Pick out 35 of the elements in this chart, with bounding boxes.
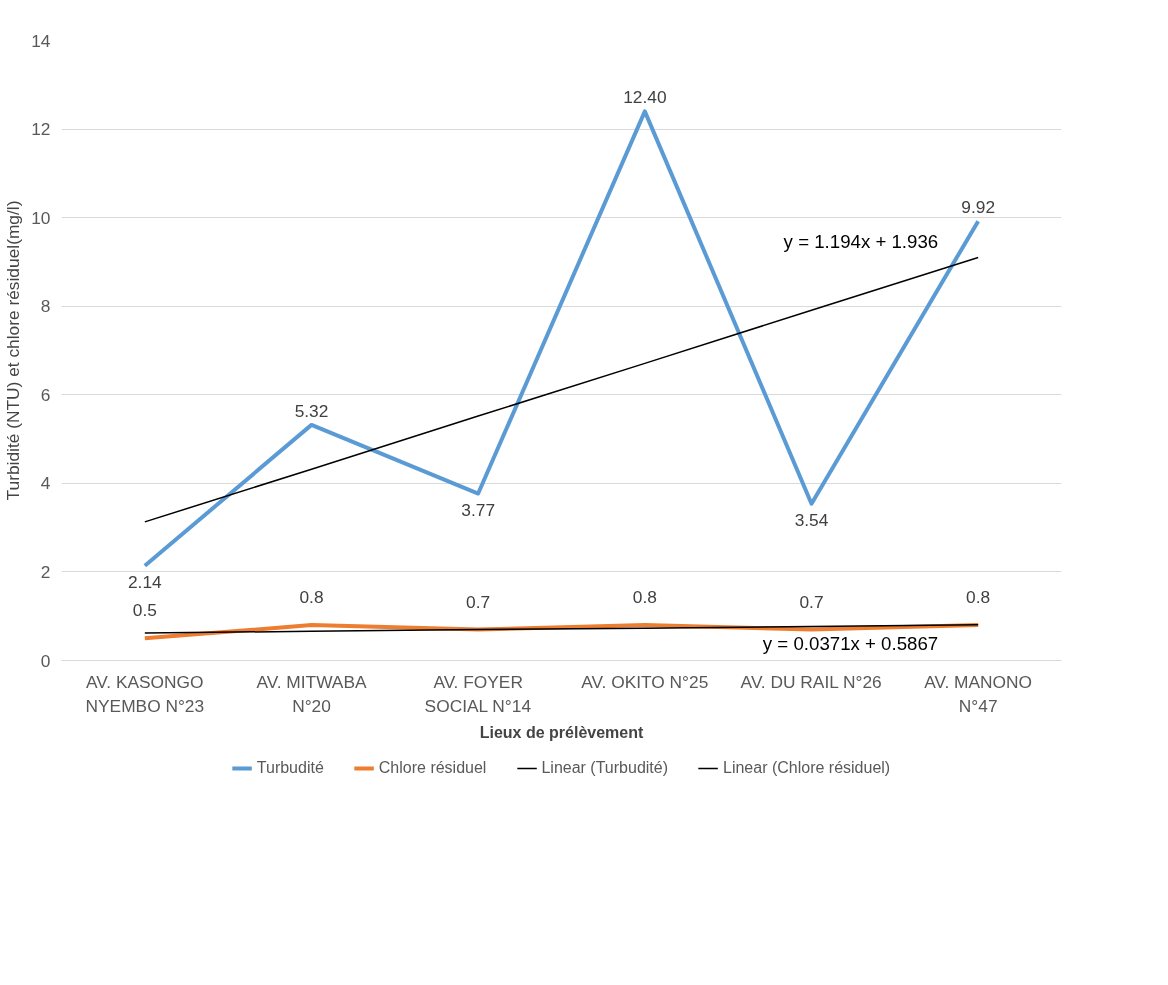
data-label: 3.77 bbox=[461, 499, 496, 520]
x-axis-title: Lieux de prélèvement bbox=[479, 723, 644, 741]
y-tick-label: 4 bbox=[40, 473, 51, 494]
data-label: 9.92 bbox=[961, 197, 996, 218]
data-label: 0.5 bbox=[132, 600, 157, 621]
legend-label: Linear (Turbudité) bbox=[541, 759, 668, 777]
y-tick-label: 0 bbox=[40, 650, 51, 671]
data-label: 0.8 bbox=[299, 587, 324, 608]
data-label: 0.7 bbox=[466, 591, 491, 612]
y-tick-label: 2 bbox=[40, 561, 51, 582]
y-tick-label: 14 bbox=[31, 30, 51, 51]
legend-label: Chlore résiduel bbox=[378, 759, 487, 777]
x-tick-label: AV. OKITO N°25 bbox=[581, 671, 709, 692]
y-tick-label: 10 bbox=[31, 207, 51, 228]
y-axis-title: Turbidité (NTU) et chlore résiduel(mg/l) bbox=[3, 200, 24, 501]
data-label: 0.7 bbox=[799, 591, 824, 612]
x-tick-label: AV. FOYER SOCIAL N°14 bbox=[424, 671, 532, 716]
y-tick-label: 6 bbox=[40, 384, 51, 405]
y-tick-label: 8 bbox=[40, 296, 51, 317]
data-label: 5.32 bbox=[294, 400, 329, 421]
x-tick-label: AV. KASONGO NYEMBO N°23 bbox=[85, 671, 205, 716]
x-tick-label: AV. MITWABA N°20 bbox=[256, 671, 367, 716]
legend-label: Linear (Chlore résiduel) bbox=[723, 759, 891, 777]
data-label: 2.14 bbox=[127, 571, 163, 592]
data-label: 0.8 bbox=[966, 587, 991, 608]
x-tick-label: AV. DU RAIL N°26 bbox=[740, 671, 882, 692]
annotation: y = 1.194x + 1.936 bbox=[783, 230, 939, 252]
legend-label: Turbudité bbox=[256, 759, 324, 777]
data-label: 3.54 bbox=[794, 509, 829, 530]
data-label: 0.8 bbox=[632, 587, 657, 608]
annotation: y = 0.0371x + 0.5867 bbox=[762, 632, 939, 654]
data-label: 12.40 bbox=[623, 87, 667, 108]
x-tick-label: AV. MANONO N°47 bbox=[924, 671, 1033, 716]
line-series bbox=[144, 623, 979, 634]
y-tick-label: 12 bbox=[31, 119, 51, 140]
